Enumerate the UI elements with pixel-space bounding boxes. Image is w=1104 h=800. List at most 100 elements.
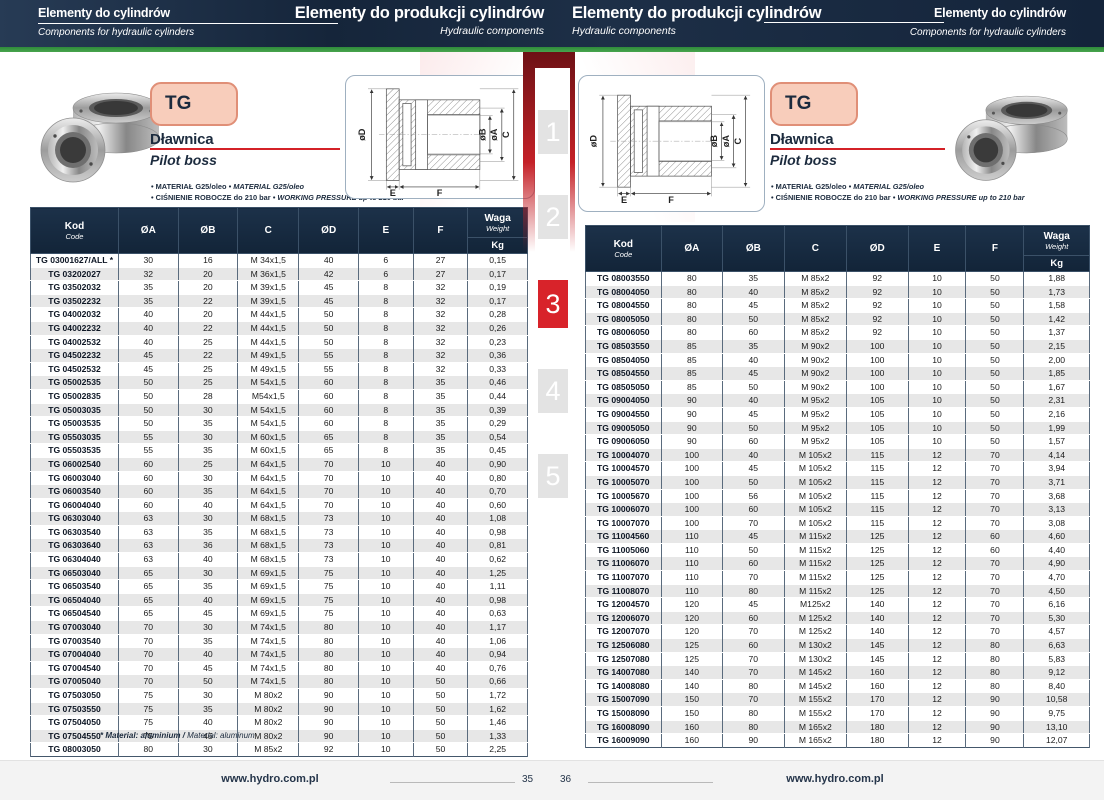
col-header-C: C — [237, 207, 300, 254]
cell-value: 65 — [117, 592, 179, 608]
cell-value: 1,62 — [467, 701, 528, 717]
cell-value: 20 — [177, 266, 239, 282]
cell-code: TG 04502232 — [30, 348, 119, 363]
cell-value: 60 — [298, 416, 359, 431]
table-row: TG 05002835 50 28 M54x1,5 60 8 35 0,44 — [30, 389, 528, 404]
page-right-big-subtitle: Hydraulic components — [572, 25, 676, 37]
cell-value: M125x2 — [783, 597, 848, 612]
cell-value: M 165x2 — [783, 719, 848, 735]
cell-value: 35 — [412, 389, 469, 404]
cell-value: 60 — [722, 325, 785, 340]
cell-value: 75 — [298, 592, 359, 608]
cell-value: 0,70 — [467, 484, 528, 499]
cell-value: 32 — [117, 266, 179, 282]
cell-value: 140 — [660, 679, 724, 693]
cell-code: TG 12004570 — [585, 597, 662, 612]
cell-value: 25 — [177, 456, 239, 472]
cell-value: 1,73 — [1023, 284, 1090, 300]
cell-value: 90 — [965, 706, 1025, 721]
material-pl: • MATERIAŁ G25/oleo — [771, 182, 847, 191]
cell-value: 10 — [357, 456, 414, 472]
cell-value: 25 — [177, 362, 239, 376]
table-row: TG 07003040 70 30 M 74x1,5 80 10 40 1,17 — [30, 620, 528, 635]
cell-code: TG 15008090 — [585, 706, 662, 721]
cell-code: TG 04002232 — [30, 320, 119, 336]
cell-value: M 80x2 — [237, 701, 300, 717]
cell-value: 1,99 — [1023, 420, 1090, 436]
cell-value: 35 — [412, 402, 469, 418]
pressure-en: • WORKING PRESSURE up to 210 bar — [892, 193, 1025, 202]
cell-value: 28 — [177, 389, 239, 404]
cell-value: 92 — [846, 271, 909, 286]
cell-value: M 44x1,5 — [237, 320, 300, 336]
page-left-big-subtitle: Hydraulic components — [440, 25, 544, 37]
cell-value: 10 — [357, 525, 414, 539]
cell-value: 140 — [846, 610, 909, 626]
cell-value: M 34x1,5 — [237, 253, 300, 268]
dim-label-oA: øA — [489, 128, 499, 141]
cell-value: 70 — [965, 610, 1025, 626]
col-header-oD: ØD — [846, 225, 909, 272]
cell-value: 75 — [117, 688, 179, 703]
cell-value: 45 — [298, 293, 359, 309]
cell-value: 12 — [907, 665, 967, 680]
cell-value: 45 — [177, 661, 239, 675]
cell-value: 45 — [722, 298, 785, 313]
cell-value: 60 — [965, 529, 1025, 544]
table-row: TG 06002540 60 25 M 64x1,5 70 10 40 0,90 — [30, 456, 528, 472]
cell-code: TG 06002540 — [30, 456, 119, 472]
cell-value: 100 — [846, 380, 909, 394]
cell-value: 100 — [660, 516, 724, 530]
header-underline — [764, 22, 944, 23]
cell-value: 30 — [177, 565, 239, 581]
cell-value: 55 — [117, 443, 179, 458]
cell-value: 0,81 — [467, 538, 528, 554]
cell-value: 125 — [846, 556, 909, 572]
cell-value: 90 — [965, 692, 1025, 707]
cell-value: M 95x2 — [783, 420, 848, 436]
table-row: TG 11007070 110 70 M 115x2 125 12 70 4,70 — [585, 570, 1090, 585]
cell-code: TG 05503035 — [30, 429, 119, 445]
table-row: TG 15008090 150 80 M 155x2 170 12 90 9,75 — [585, 706, 1090, 721]
cell-value: 35 — [412, 429, 469, 445]
cell-value: 10 — [357, 511, 414, 526]
material-en: • MATERIAL G25/oleo — [228, 182, 305, 191]
cell-value: 70 — [117, 647, 179, 662]
cell-value: 45 — [722, 461, 785, 476]
cell-value: 32 — [412, 335, 469, 349]
cell-value: 115 — [846, 516, 909, 530]
cell-value: 110 — [660, 570, 724, 585]
dim-label-C: C — [733, 137, 743, 144]
red-underline — [770, 148, 945, 150]
cell-value: 32 — [412, 362, 469, 376]
cell-value: 50 — [412, 715, 469, 730]
cell-value: M 64x1,5 — [237, 498, 300, 512]
cell-value: 0,76 — [467, 661, 528, 675]
cell-value: 75 — [298, 606, 359, 621]
table-row: TG 04002532 40 25 M 44x1,5 50 8 32 0,23 — [30, 335, 528, 349]
dim-label-oD: øD — [357, 128, 367, 141]
cell-value: 50 — [298, 335, 359, 349]
cell-value: 10 — [357, 661, 414, 675]
cell-value: M 130x2 — [783, 652, 848, 666]
cell-value: 6,16 — [1023, 597, 1090, 612]
cell-code: TG 15007090 — [585, 692, 662, 707]
table-row: TG 12506080 125 60 M 130x2 145 12 80 6,63 — [585, 638, 1090, 653]
cell-value: 85 — [660, 353, 724, 367]
table-row: TG 10005670 100 56 M 105x2 115 12 70 3,68 — [585, 489, 1090, 503]
table-row: TG 05503535 55 35 M 60x1,5 65 8 35 0,45 — [30, 443, 528, 458]
cell-value: 120 — [660, 597, 724, 612]
cell-value: M 54x1,5 — [237, 402, 300, 418]
product-photo — [40, 92, 160, 183]
cell-value: 92 — [846, 298, 909, 313]
cell-value: 125 — [846, 543, 909, 557]
cell-value: 50 — [965, 311, 1025, 327]
cell-value: 50 — [965, 366, 1025, 381]
cell-value: M 115x2 — [783, 529, 848, 544]
table-row: TG 08004050 80 40 M 85x2 92 10 50 1,73 — [585, 284, 1090, 300]
cell-value: 50 — [965, 407, 1025, 422]
col-header-oD: ØD — [298, 207, 359, 254]
col-header-kod: Kod Code — [30, 207, 119, 254]
dim-label-oD: øD — [588, 135, 598, 148]
cell-value: 12 — [907, 610, 967, 626]
